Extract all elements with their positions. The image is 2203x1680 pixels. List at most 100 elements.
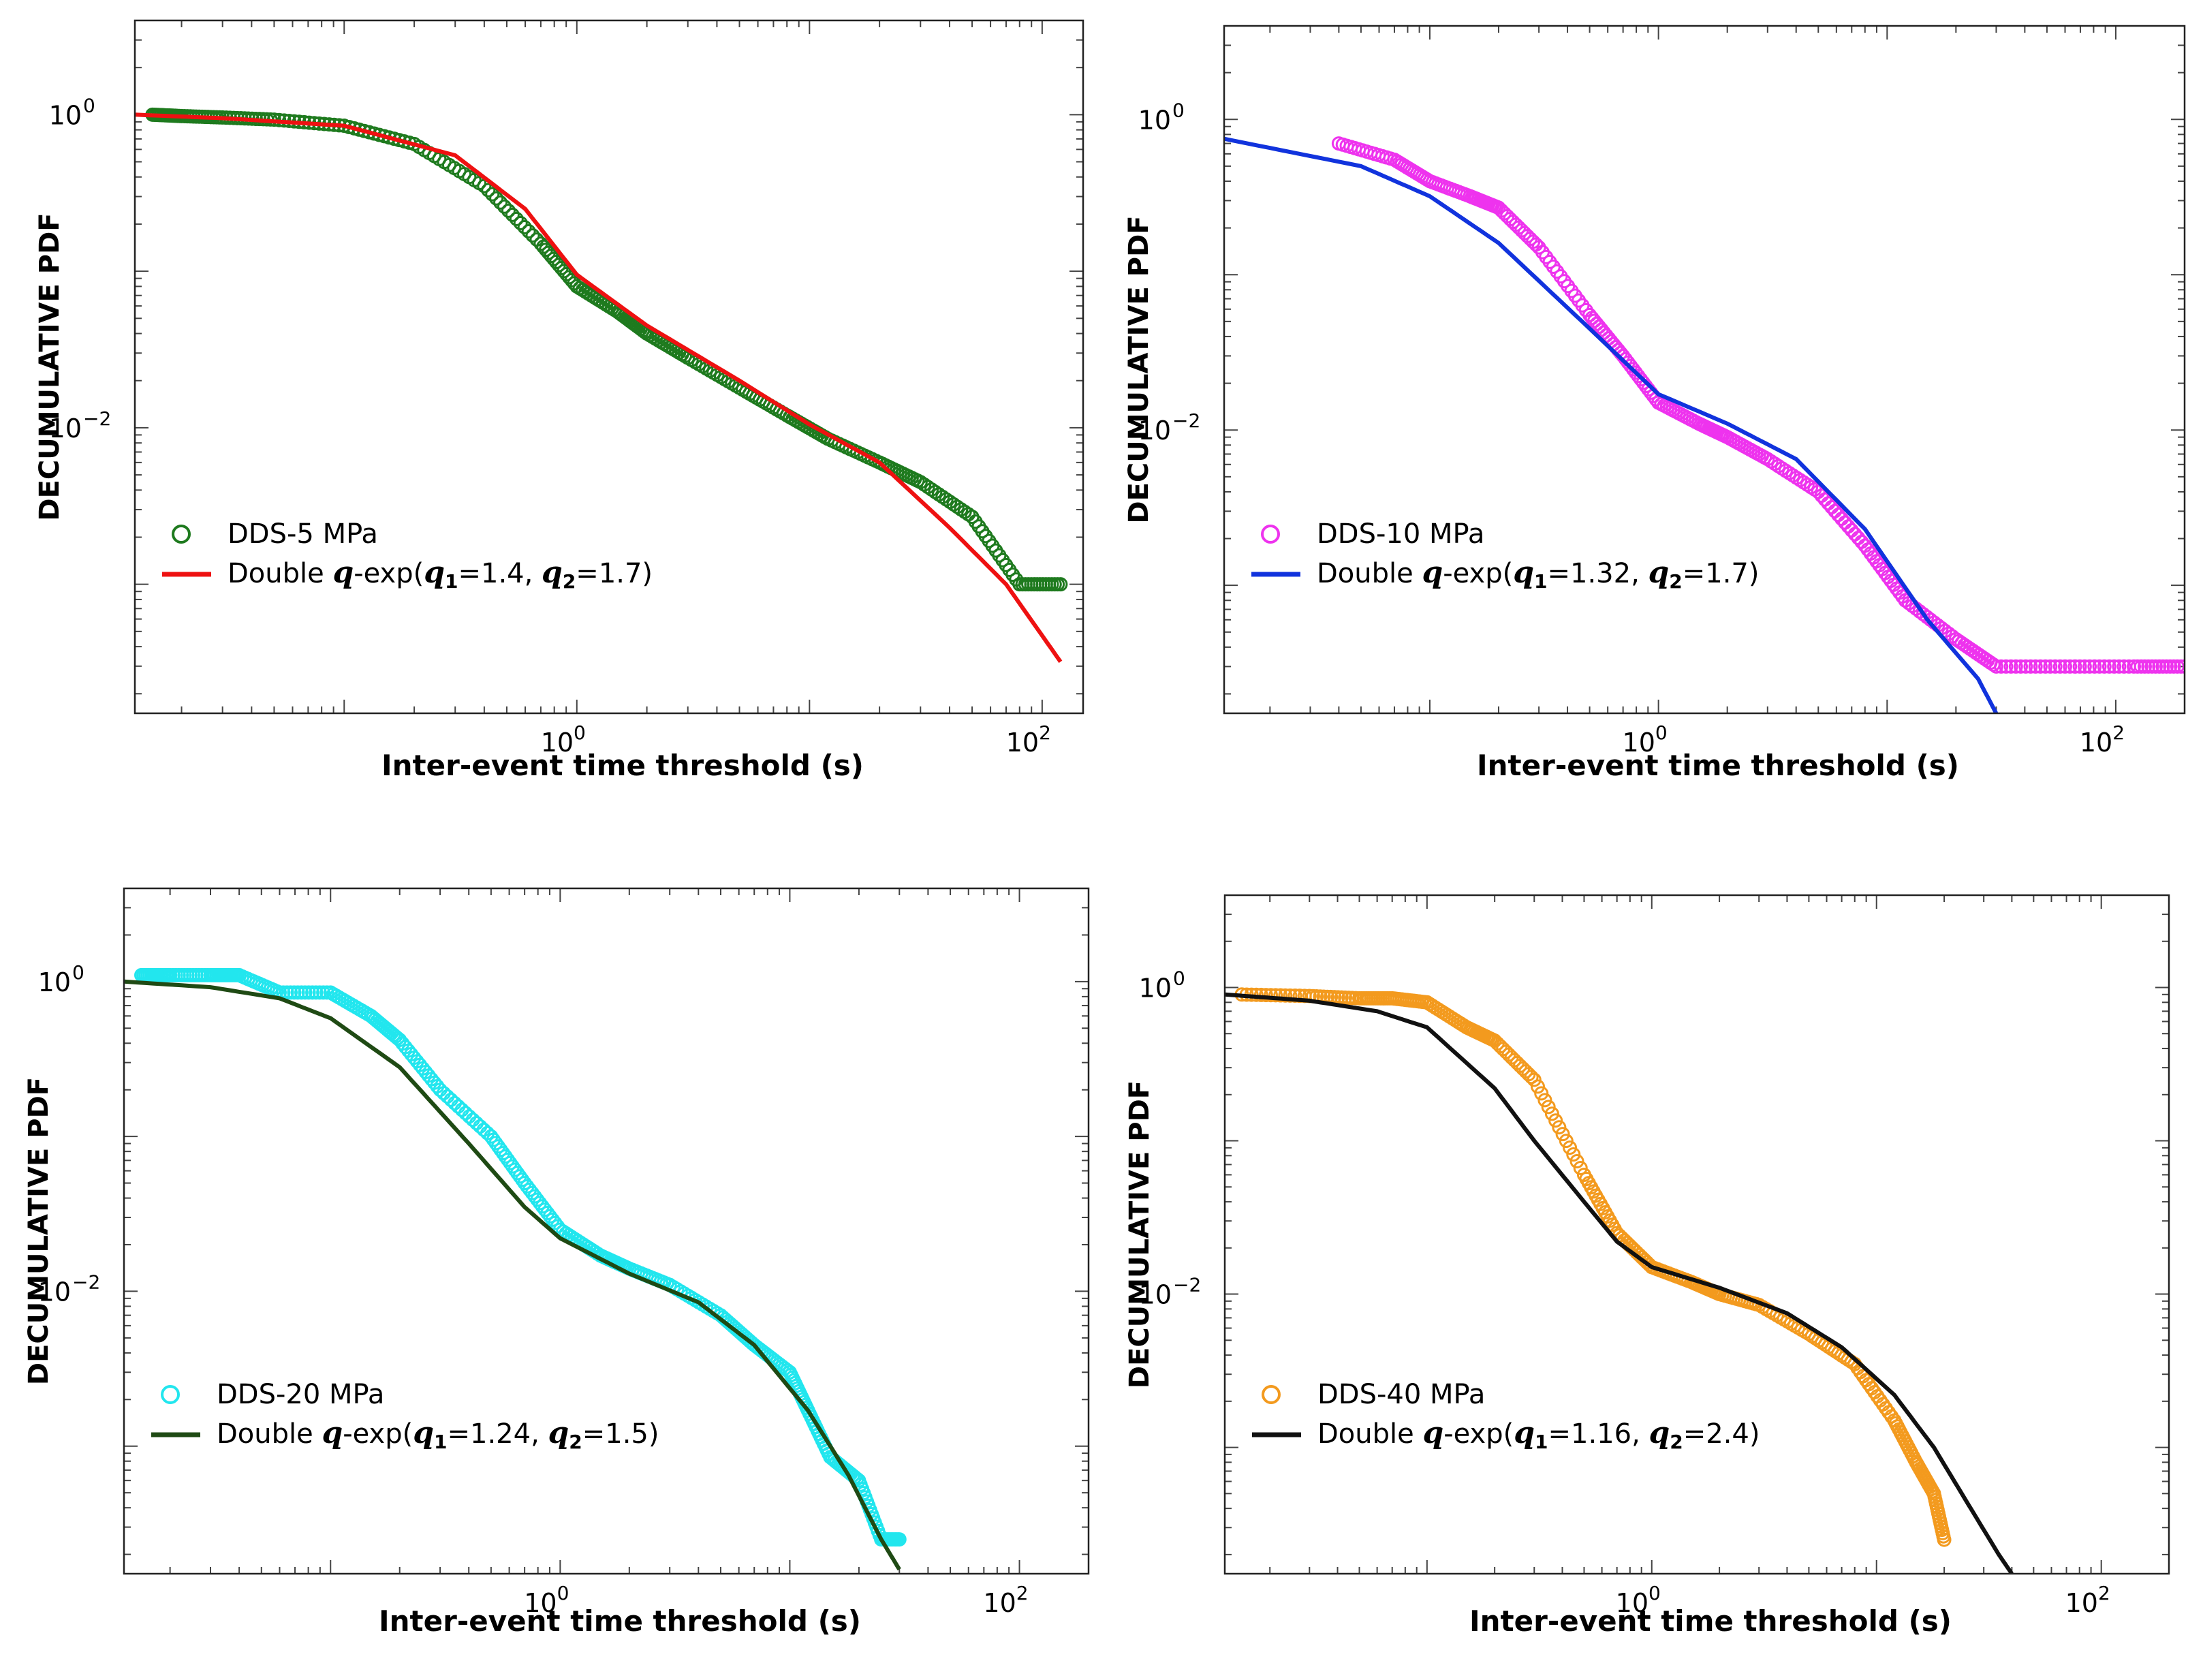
data-point bbox=[497, 199, 512, 214]
data-point bbox=[1524, 1070, 1539, 1085]
data-point bbox=[485, 187, 500, 202]
data-point bbox=[1844, 523, 1859, 538]
legend-label-data: DDS-40 MPa bbox=[1317, 1379, 1485, 1410]
data-point bbox=[2043, 659, 2058, 674]
y-tick-exponent: −2 bbox=[1173, 1274, 1201, 1296]
x-tick-label: 100 bbox=[1623, 721, 1668, 758]
fit-line bbox=[124, 979, 901, 1571]
plot-area bbox=[124, 967, 907, 1571]
y-axis-label: DECUMULATIVE PDF bbox=[1123, 215, 1155, 523]
data-point bbox=[2003, 659, 2018, 674]
data-point bbox=[2097, 659, 2112, 674]
fit-line bbox=[135, 112, 1063, 664]
y-axis-label: DECUMULATIVE PDF bbox=[34, 213, 65, 520]
scatter-series bbox=[1331, 136, 2185, 674]
data-point bbox=[2107, 659, 2122, 674]
data-point bbox=[2092, 659, 2107, 674]
x-tick-label: 102 bbox=[2080, 721, 2125, 758]
data-point bbox=[2072, 659, 2087, 674]
plot-frame bbox=[1223, 894, 2170, 1575]
y-tick-exponent: −2 bbox=[1172, 409, 1200, 432]
y-tick-label: 10 bbox=[1139, 973, 1172, 1003]
data-point bbox=[521, 224, 536, 239]
data-point bbox=[501, 203, 516, 218]
y-tick-exponent: 0 bbox=[83, 94, 95, 116]
data-point bbox=[1847, 527, 1862, 542]
data-point bbox=[1559, 1134, 1574, 1149]
axis-ticks bbox=[1225, 895, 2170, 1574]
x-tick-label: 100 bbox=[541, 721, 586, 758]
data-point bbox=[1999, 659, 2014, 674]
legend-label-data: DDS-10 MPa bbox=[1317, 518, 1484, 550]
data-point bbox=[2077, 659, 2092, 674]
legend-label-fit: Double q-exp(q1=1.32, q2=1.7) bbox=[1317, 555, 1759, 593]
data-point bbox=[2038, 659, 2053, 674]
data-point bbox=[2057, 659, 2072, 674]
data-point bbox=[2102, 659, 2116, 674]
data-point bbox=[451, 1099, 466, 1114]
x-tick-label: 102 bbox=[1006, 721, 1051, 758]
data-point bbox=[1837, 515, 1852, 530]
data-point bbox=[493, 195, 508, 210]
data-point bbox=[2112, 659, 2127, 674]
data-point bbox=[1534, 1086, 1549, 1101]
data-point bbox=[1273, 988, 1288, 1003]
data-point bbox=[525, 228, 540, 243]
y-tick-exponent: 0 bbox=[72, 961, 84, 984]
data-point bbox=[1541, 1100, 1556, 1115]
x-tick-label: 102 bbox=[2065, 1582, 2110, 1618]
data-point bbox=[443, 1092, 458, 1107]
legend-label-fit: Double q-exp(q1=1.16, q2=2.4) bbox=[1317, 1416, 1760, 1453]
data-point bbox=[2048, 659, 2063, 674]
data-point bbox=[1937, 1532, 1952, 1547]
data-point bbox=[1566, 1147, 1581, 1162]
data-point bbox=[1552, 1120, 1567, 1135]
data-point bbox=[1283, 988, 1298, 1003]
data-point bbox=[2082, 659, 2097, 674]
fit-line bbox=[1224, 136, 1999, 713]
scatter-series bbox=[134, 967, 907, 1547]
legend: DDS-10 MPa Double q-exp(q1=1.32, q2=1.7) bbox=[1251, 518, 1759, 593]
plot-frame bbox=[1223, 25, 2186, 715]
data-point bbox=[1841, 519, 1856, 534]
legend: DDS-40 MPa Double q-exp(q1=1.16, q2=2.4) bbox=[1252, 1379, 1760, 1453]
data-point bbox=[1544, 1106, 1559, 1121]
data-point bbox=[2177, 659, 2185, 674]
data-point bbox=[1824, 500, 1839, 515]
y-tick-exponent: 0 bbox=[1172, 99, 1185, 121]
legend-label-fit: Double q-exp(q1=1.4, q2=1.7) bbox=[228, 555, 653, 593]
y-tick-exponent: −2 bbox=[72, 1271, 100, 1293]
data-point bbox=[2067, 659, 2082, 674]
data-point bbox=[454, 1102, 469, 1117]
data-point bbox=[1530, 1079, 1545, 1094]
data-point bbox=[2018, 659, 2033, 674]
data-point bbox=[2116, 659, 2131, 674]
data-point bbox=[2033, 659, 2048, 674]
y-tick-label: 10 bbox=[49, 414, 82, 444]
data-point bbox=[1268, 988, 1283, 1003]
y-axis-label: DECUMULATIVE PDF bbox=[23, 1077, 54, 1385]
data-point bbox=[513, 215, 528, 230]
data-point bbox=[2014, 659, 2029, 674]
data-point bbox=[476, 1122, 491, 1137]
y-tick-exponent: 0 bbox=[1173, 967, 1185, 989]
legend-marker-circle bbox=[161, 1385, 180, 1404]
y-axis-label: DECUMULATIVE PDF bbox=[1124, 1080, 1155, 1388]
legend-label-data: DDS-5 MPa bbox=[228, 518, 378, 550]
data-point bbox=[2063, 659, 2078, 674]
legend: DDS-5 MPa Double q-exp(q1=1.4, q2=1.7) bbox=[162, 518, 653, 593]
y-tick-label: 10 bbox=[1138, 105, 1171, 135]
data-point bbox=[2052, 659, 2067, 674]
data-point bbox=[481, 183, 496, 198]
fit-line bbox=[1225, 992, 2014, 1574]
data-point bbox=[2087, 659, 2102, 674]
data-point bbox=[509, 211, 524, 226]
data-point bbox=[465, 1113, 480, 1127]
data-point bbox=[1563, 1140, 1578, 1155]
scatter-series bbox=[145, 107, 1068, 592]
plot-frame bbox=[123, 887, 1090, 1575]
x-axis-label: Inter-event time threshold (s) bbox=[379, 1604, 861, 1638]
y-tick-exponent: −2 bbox=[83, 407, 111, 430]
data-point bbox=[517, 220, 532, 235]
